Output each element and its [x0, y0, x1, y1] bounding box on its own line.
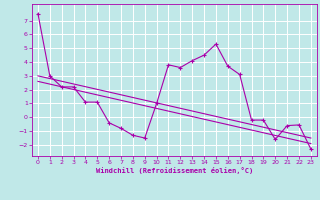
X-axis label: Windchill (Refroidissement éolien,°C): Windchill (Refroidissement éolien,°C): [96, 167, 253, 174]
